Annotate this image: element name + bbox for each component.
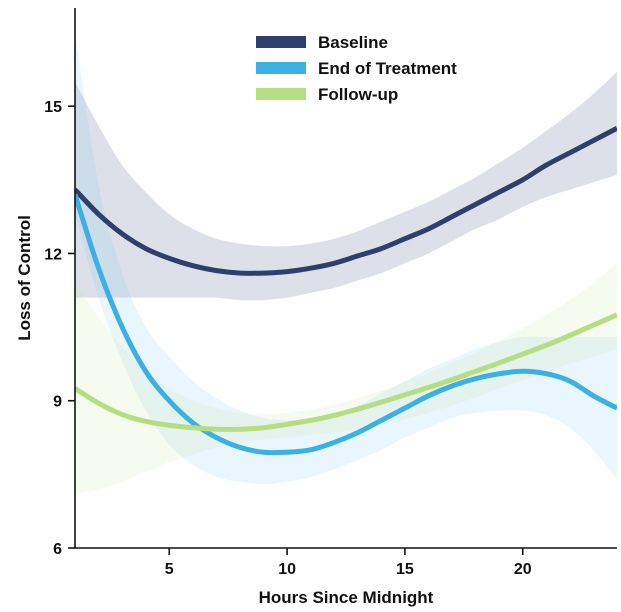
x-axis-title: Hours Since Midnight — [259, 588, 434, 607]
plot-area — [75, 32, 617, 494]
y-tick-label: 12 — [44, 246, 62, 263]
series-line-follow-up — [75, 312, 617, 432]
y-tick-label: 6 — [53, 541, 62, 558]
legend: Baseline End of Treatment Follow-up — [256, 33, 457, 104]
x-tick-label: 5 — [165, 561, 174, 578]
y-axis-title: Loss of Control — [15, 215, 34, 341]
legend-label-baseline: Baseline — [318, 33, 388, 52]
legend-label-end-of-treatment: End of Treatment — [318, 59, 457, 78]
x-tick-label: 10 — [278, 561, 296, 578]
band-baseline — [75, 71, 617, 301]
legend-swatch-follow-up — [256, 88, 306, 100]
series-line-end-of-treatment — [75, 193, 617, 456]
legend-swatch-baseline — [256, 36, 306, 48]
y-tick-label: 15 — [44, 99, 62, 116]
series-line-baseline — [75, 126, 617, 276]
legend-label-follow-up: Follow-up — [318, 85, 398, 104]
x-tick-label: 20 — [514, 561, 532, 578]
x-tick-label: 15 — [396, 561, 414, 578]
legend-swatch-end-of-treatment — [256, 62, 306, 74]
y-tick-label: 9 — [53, 394, 62, 411]
